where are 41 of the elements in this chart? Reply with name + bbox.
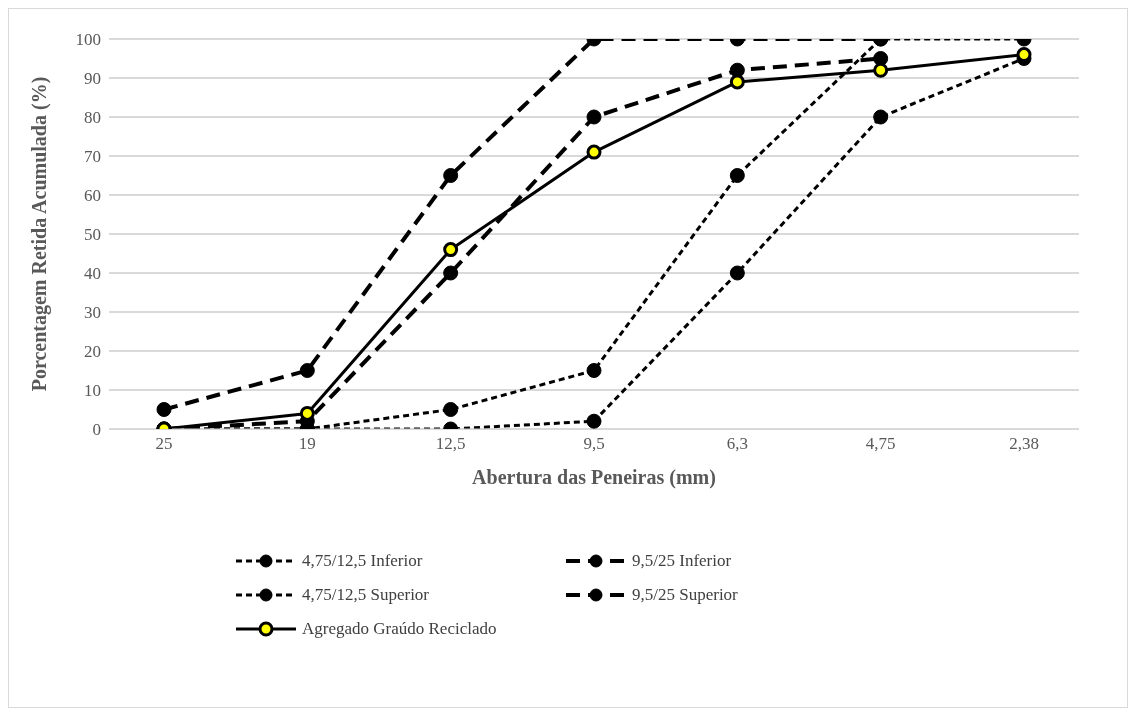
x-tick-label: 19 xyxy=(298,434,316,454)
point xyxy=(156,402,172,417)
point xyxy=(729,74,745,90)
y-tick-label: 10 xyxy=(84,381,101,401)
point xyxy=(873,109,889,125)
point xyxy=(586,363,602,378)
x-tick-label: 25 xyxy=(155,434,173,454)
point xyxy=(443,402,459,417)
y-tick-label: 20 xyxy=(84,342,101,362)
point xyxy=(443,265,459,281)
y-tick-label: 80 xyxy=(84,108,101,128)
y-tick-label: 70 xyxy=(84,147,101,167)
y-tick-label: 100 xyxy=(75,30,101,50)
legend-label: Agregado Graúdo Reciclado xyxy=(302,619,497,639)
point xyxy=(729,62,745,78)
y-axis-title: Porcentagem Retida Acumulada (%) xyxy=(28,76,52,392)
legend-label: 4,75/12,5 Superior xyxy=(302,585,430,605)
y-tick-label: 90 xyxy=(84,69,101,89)
point xyxy=(586,413,602,429)
point xyxy=(729,168,745,183)
point xyxy=(873,62,889,78)
point xyxy=(586,144,602,160)
x-tick-label: 4,75 xyxy=(865,434,896,454)
y-tick-label: 30 xyxy=(84,303,101,323)
legend-label: 9,5/25 Superior xyxy=(632,585,738,605)
legend-label: 9,5/25 Inferior xyxy=(632,551,732,571)
y-tick-label: 60 xyxy=(84,186,101,206)
x-tick-label: 6,3 xyxy=(726,434,748,454)
x-tick-label: 9,5 xyxy=(583,434,605,454)
x-axis-title: Abertura das Peneiras (mm) xyxy=(472,466,716,489)
y-tick-label: 50 xyxy=(84,225,101,245)
x-tick-label: 12,5 xyxy=(435,434,466,454)
point xyxy=(443,242,459,258)
legend-label: 4,75/12,5 Inferior xyxy=(302,551,423,571)
y-tick-label: 40 xyxy=(84,264,101,284)
point xyxy=(586,109,602,125)
point xyxy=(299,363,315,378)
y-tick-label: 0 xyxy=(92,420,101,440)
x-tick-label: 2,38 xyxy=(1009,434,1039,454)
point xyxy=(443,168,459,183)
point xyxy=(729,265,745,281)
